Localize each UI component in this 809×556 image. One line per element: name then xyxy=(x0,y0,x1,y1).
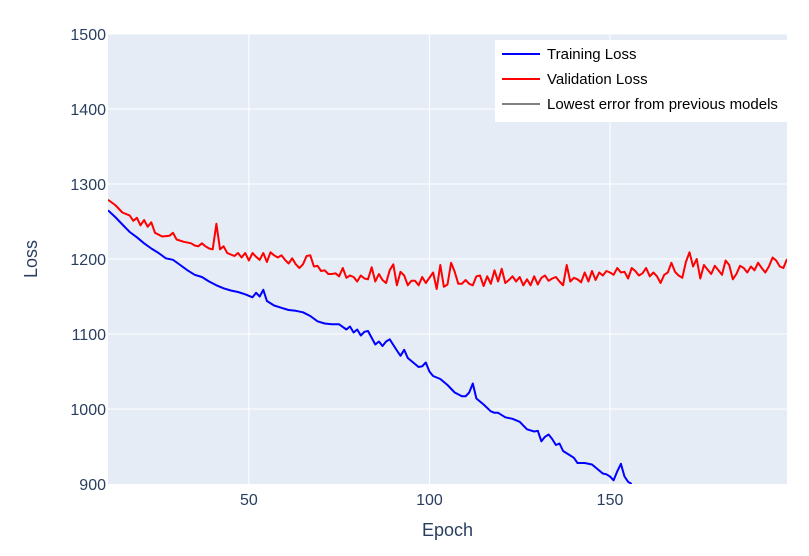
y-tick-label: 1100 xyxy=(72,327,107,344)
legend[interactable]: Training Loss Validation Loss Lowest err… xyxy=(495,40,787,122)
x-axis-title: Epoch xyxy=(422,520,473,540)
x-tick-label: 100 xyxy=(416,492,443,509)
y-axis-title: Loss xyxy=(21,240,41,278)
y-tick-label: 1200 xyxy=(70,252,106,269)
y-tick-label: 1300 xyxy=(70,177,106,194)
y-axis-ticks: 900 1000 1100 1200 1300 1400 1500 xyxy=(70,27,106,494)
y-tick-label: 1000 xyxy=(70,402,106,419)
y-tick-label: 1500 xyxy=(70,27,106,44)
legend-item-training-loss[interactable]: Training Loss xyxy=(502,46,637,63)
y-tick-label: 1400 xyxy=(70,102,106,119)
x-axis-ticks: 50 100 150 xyxy=(240,492,624,509)
legend-label: Lowest error from previous models xyxy=(547,96,778,113)
training-loss-line xyxy=(108,209,633,484)
legend-background xyxy=(495,40,787,122)
legend-label: Validation Loss xyxy=(547,71,648,88)
legend-label: Training Loss xyxy=(547,46,637,63)
validation-loss-line xyxy=(108,198,787,290)
x-tick-label: 50 xyxy=(240,492,258,509)
y-tick-label: 900 xyxy=(79,477,106,494)
x-tick-label: 150 xyxy=(597,492,624,509)
legend-item-lowest-error[interactable]: Lowest error from previous models xyxy=(502,96,778,113)
legend-item-validation-loss[interactable]: Validation Loss xyxy=(502,71,648,88)
series-lines xyxy=(108,198,787,484)
